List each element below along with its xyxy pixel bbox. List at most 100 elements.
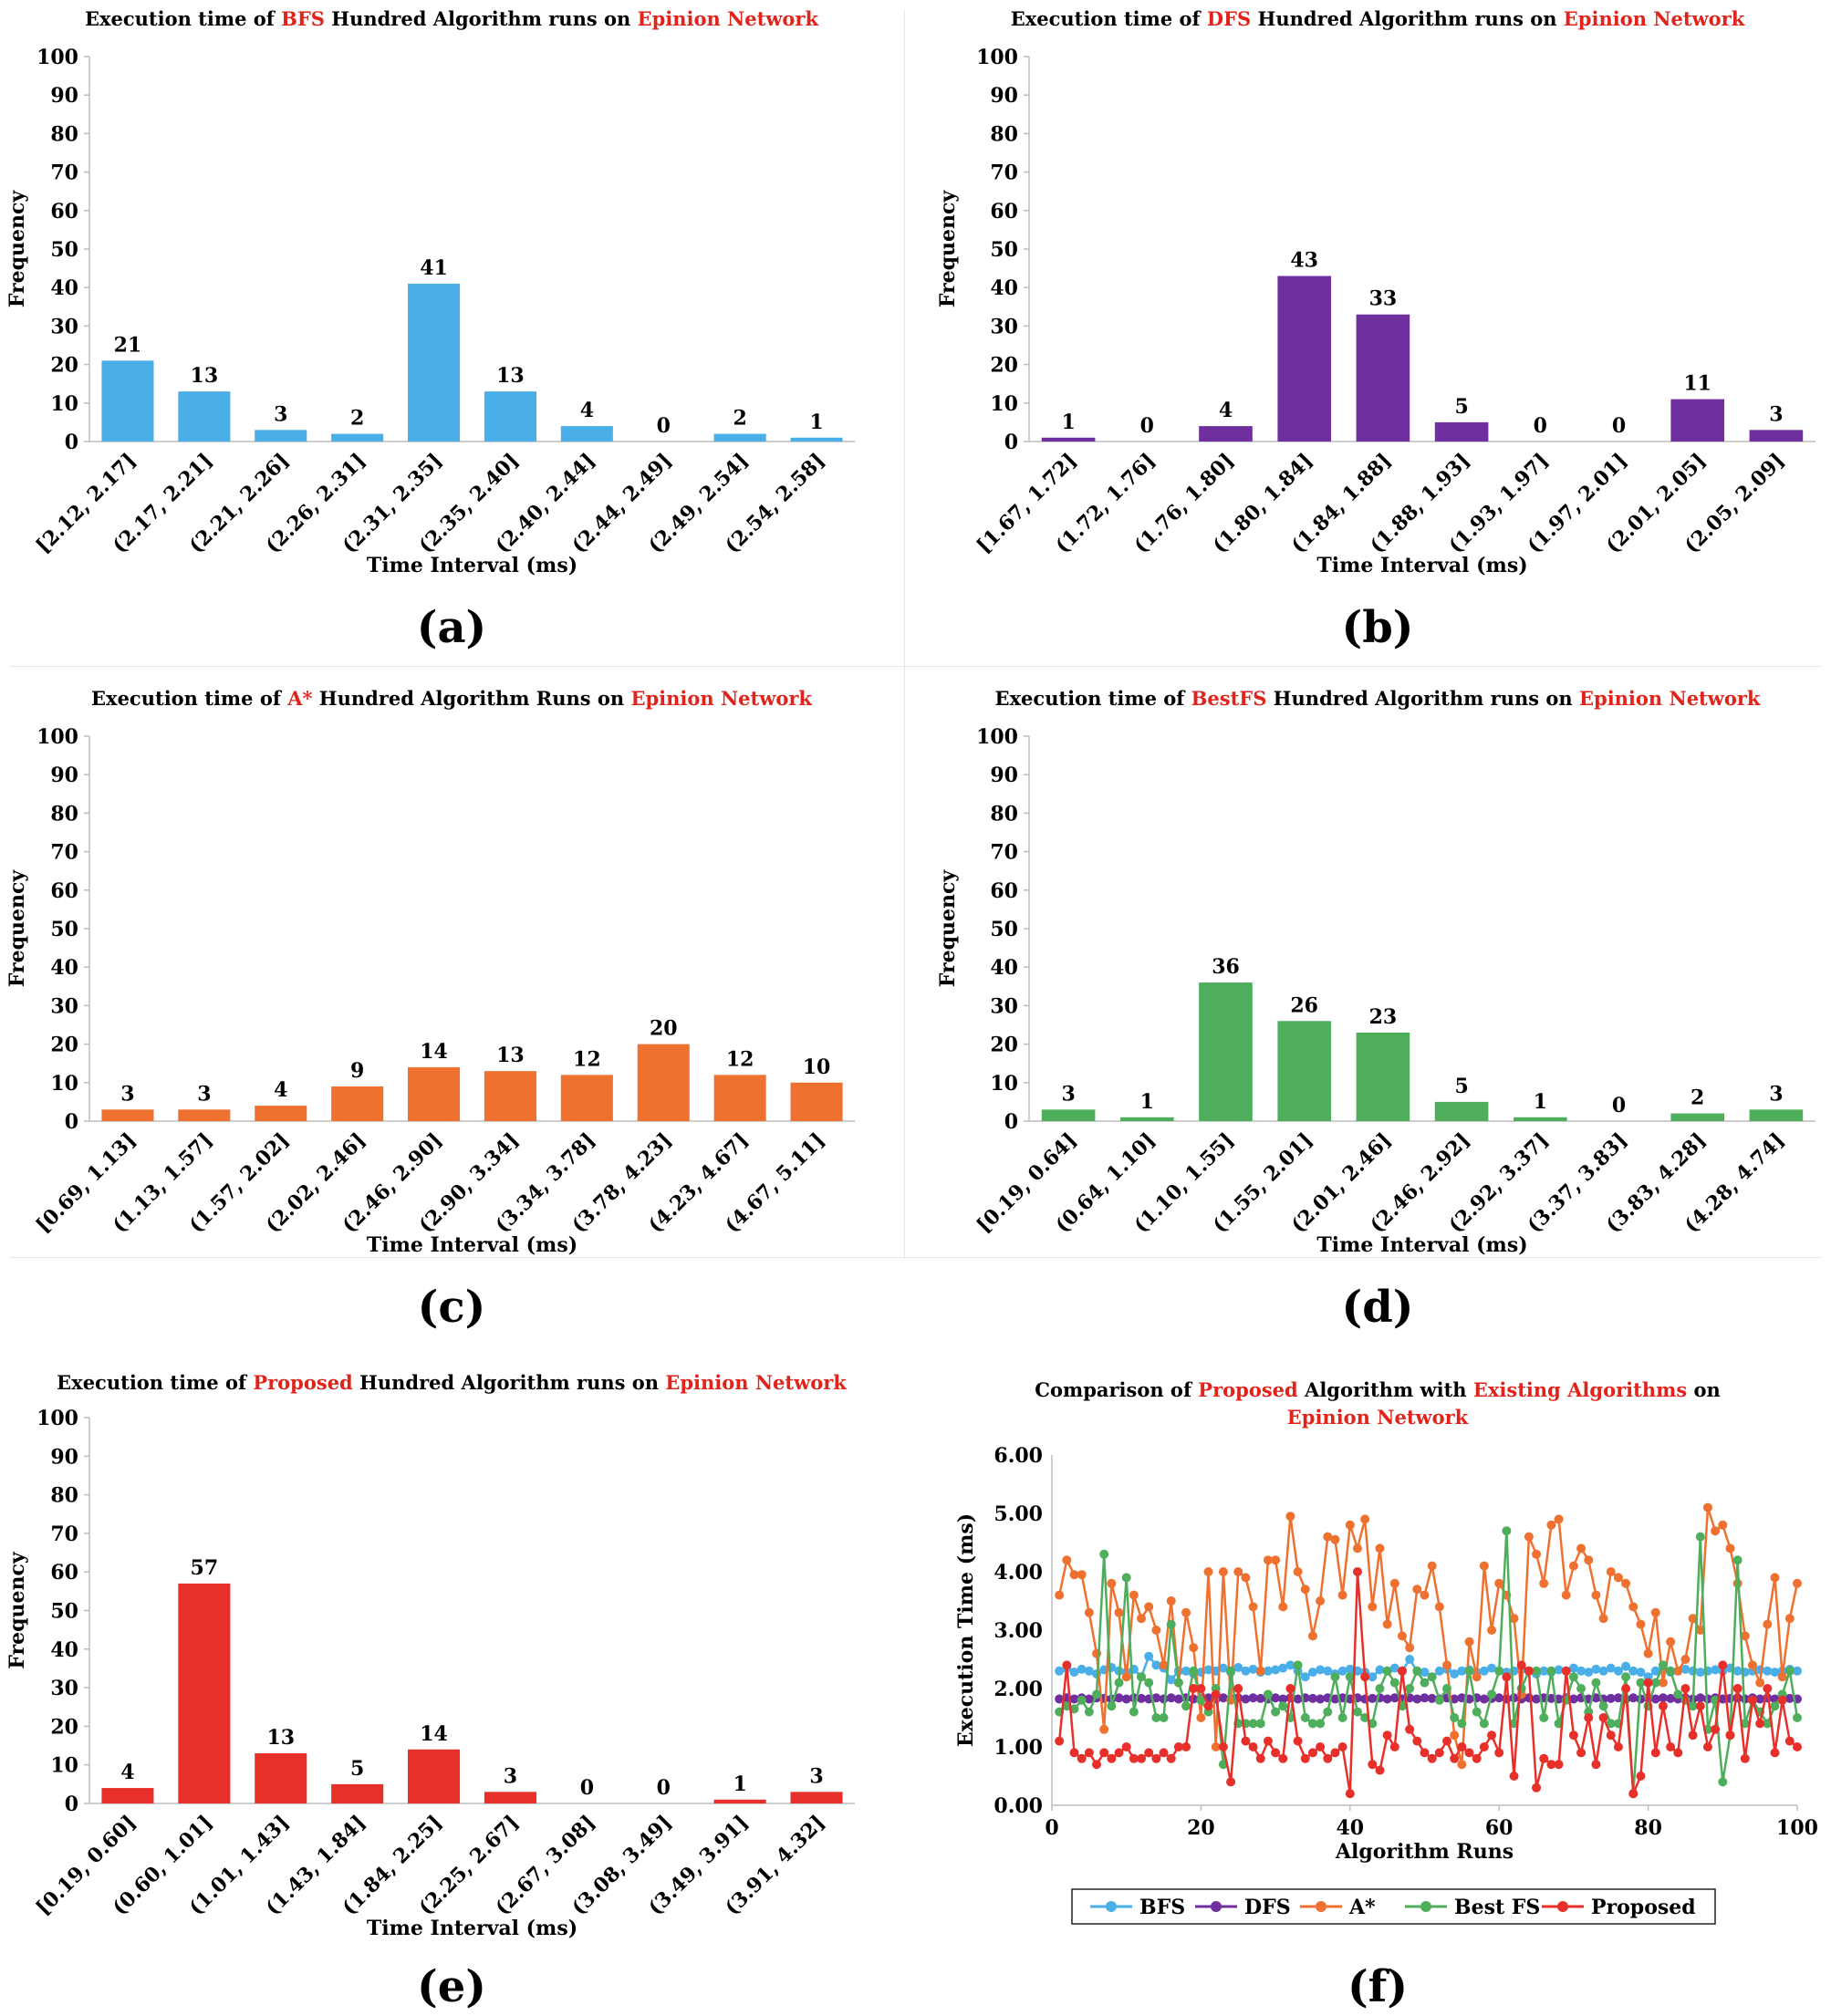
- y-tick-label: 80: [50, 1484, 78, 1508]
- data-point: [1389, 1663, 1399, 1673]
- data-label: 43: [1290, 249, 1318, 273]
- bar: [1670, 399, 1725, 442]
- bar: [178, 391, 231, 442]
- data-point: [1316, 1694, 1326, 1704]
- data-point: [1718, 1660, 1728, 1670]
- title-algorithm: DFS: [1206, 7, 1252, 30]
- title-text: Execution time of: [994, 687, 1191, 710]
- data-label: 4: [1219, 399, 1233, 422]
- data-point: [1166, 1675, 1176, 1685]
- data-point: [1568, 1561, 1578, 1571]
- data-point: [1711, 1724, 1721, 1734]
- title-network: Epinion Network: [1579, 687, 1761, 710]
- data-point: [1412, 1666, 1422, 1676]
- data-label: 5: [350, 1757, 364, 1781]
- x-axis-label: Algorithm Runs: [1335, 1840, 1514, 1864]
- data-point: [1203, 1567, 1213, 1576]
- data-point: [1345, 1664, 1355, 1674]
- y-tick-label: 50: [50, 918, 78, 941]
- data-point: [1532, 1782, 1542, 1793]
- data-point: [1107, 1578, 1117, 1588]
- data-point: [1337, 1666, 1347, 1676]
- data-point: [1382, 1694, 1392, 1704]
- bar: [408, 1066, 461, 1121]
- y-axis-label: Frequency: [5, 1551, 29, 1669]
- data-point: [1189, 1643, 1199, 1653]
- data-point: [1330, 1694, 1340, 1704]
- data-point: [1784, 1736, 1795, 1746]
- data-point: [1248, 1602, 1258, 1612]
- data-label: 2: [1691, 1086, 1704, 1110]
- data-point: [1598, 1614, 1608, 1624]
- x-axis-label: Time Interval (ms): [367, 1233, 577, 1257]
- data-point: [1606, 1693, 1616, 1703]
- bar: [1041, 437, 1096, 442]
- data-point: [1763, 1619, 1773, 1629]
- bar: [1356, 314, 1410, 442]
- data-point: [1077, 1664, 1087, 1674]
- data-point: [1793, 1742, 1802, 1751]
- data-point: [1352, 1567, 1362, 1576]
- data-point: [1434, 1695, 1444, 1705]
- data-point: [1591, 1664, 1601, 1674]
- data-point: [1457, 1760, 1467, 1770]
- bar: [1749, 1109, 1804, 1121]
- data-point: [1606, 1567, 1616, 1576]
- data-point: [1271, 1665, 1281, 1675]
- bar: [713, 1075, 766, 1121]
- data-point: [1121, 1742, 1131, 1751]
- data-point: [1166, 1753, 1176, 1763]
- data-point: [1055, 1736, 1065, 1746]
- y-tick-label: 2.00: [994, 1678, 1043, 1701]
- data-point: [1442, 1684, 1452, 1693]
- data-point: [1666, 1666, 1676, 1676]
- y-tick-label: 70: [50, 1522, 78, 1546]
- data-point: [1405, 1643, 1415, 1653]
- data-label: 3: [120, 1082, 134, 1106]
- data-point: [1189, 1684, 1199, 1693]
- data-label: 2: [350, 407, 364, 431]
- data-point: [1077, 1753, 1087, 1763]
- data-point: [1673, 1689, 1683, 1699]
- data-point: [1732, 1555, 1743, 1565]
- data-point: [1434, 1602, 1444, 1612]
- data-point: [1159, 1748, 1169, 1758]
- data-point: [1181, 1666, 1191, 1676]
- data-point: [1255, 1719, 1265, 1729]
- data-point: [1494, 1748, 1504, 1758]
- y-tick-label: 70: [990, 161, 1018, 185]
- legend-label: Best FS: [1454, 1896, 1540, 1919]
- bar: [331, 1783, 384, 1803]
- y-tick-label: 5.00: [994, 1502, 1043, 1526]
- data-point: [1561, 1590, 1571, 1600]
- data-point: [1606, 1663, 1616, 1673]
- data-point: [1382, 1619, 1392, 1629]
- data-point: [1427, 1753, 1437, 1763]
- title-text: Hundred Algorithm runs on: [1266, 687, 1579, 710]
- title-algorithm: Proposed: [253, 1371, 353, 1394]
- data-label: 4: [274, 1078, 287, 1102]
- data-point: [1248, 1664, 1258, 1674]
- y-tick-label: 0: [65, 431, 78, 454]
- data-point: [1151, 1626, 1161, 1635]
- bar: [331, 433, 384, 442]
- data-point: [1307, 1668, 1317, 1678]
- data-point: [1546, 1520, 1556, 1530]
- data-point: [1621, 1578, 1631, 1588]
- data-point: [1650, 1607, 1660, 1617]
- data-point: [1598, 1713, 1608, 1722]
- data-point: [1658, 1660, 1668, 1670]
- data-label: 0: [1612, 1094, 1626, 1117]
- data-point: [1636, 1772, 1646, 1781]
- bar: [484, 1792, 536, 1803]
- data-point: [1784, 1693, 1795, 1703]
- y-tick-label: 0: [1004, 431, 1018, 454]
- data-point: [1576, 1684, 1587, 1693]
- y-tick-label: 30: [50, 1677, 78, 1700]
- data-point: [1055, 1590, 1065, 1600]
- data-point: [1121, 1694, 1131, 1704]
- y-tick-label: 50: [990, 238, 1018, 262]
- y-tick-label: 0.00: [994, 1794, 1043, 1818]
- data-label: 10: [803, 1055, 831, 1079]
- y-tick-label: 20: [50, 354, 78, 378]
